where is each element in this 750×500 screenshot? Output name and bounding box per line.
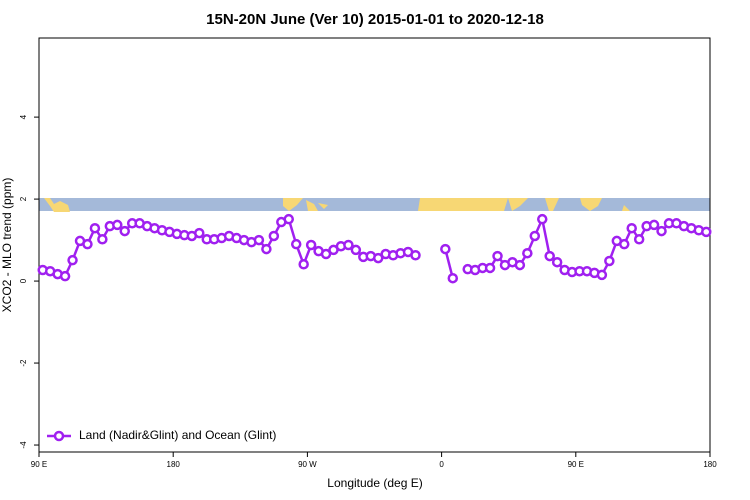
plot-layer: -4 -2 0 2 4 90 E 180 90 W 0 90 E 180 Land (Nadir&Gl… (19, 114, 717, 469)
point (298, 259, 309, 270)
point (343, 239, 354, 251)
point (59, 270, 71, 282)
x-tick-label: 180 (703, 460, 717, 469)
point (119, 225, 130, 237)
x-tick-label: 90 W (298, 460, 317, 469)
point (551, 256, 563, 268)
point (440, 243, 451, 255)
point (529, 230, 541, 242)
plot-frame (38, 37, 711, 453)
point (619, 238, 630, 250)
point (290, 238, 302, 250)
point (514, 259, 526, 271)
point (194, 227, 205, 239)
point (305, 239, 317, 251)
point (656, 225, 667, 237)
point (350, 244, 362, 256)
y-tick-label: -4 (19, 441, 28, 449)
y-tick-label: 2 (19, 196, 28, 201)
point (268, 230, 280, 242)
point (484, 262, 496, 274)
point (492, 250, 503, 262)
point (97, 234, 108, 245)
y-axis-label: XCO2 - MLO trend (ppm) (0, 178, 14, 313)
x-tick-label: 90 E (568, 460, 584, 469)
chart-title: 15N-20N June (Ver 10) 2015-01-01 to 2020… (206, 11, 544, 28)
point (626, 222, 637, 234)
point (283, 213, 295, 225)
point (410, 249, 421, 261)
point (67, 254, 78, 266)
x-axis-label: Longitude (deg E) (327, 476, 422, 490)
point (253, 234, 265, 246)
point (701, 226, 712, 238)
point (596, 269, 608, 281)
legend-marker (53, 430, 65, 442)
point (112, 219, 123, 231)
legend-label: Land (Nadir&Glint) and Ocean (Glint) (79, 428, 276, 442)
x-tick-label: 0 (439, 460, 444, 469)
x-tick-label: 180 (167, 460, 181, 469)
point (89, 222, 101, 234)
y-tick-label: -2 (19, 359, 28, 367)
point (522, 247, 533, 259)
point (604, 255, 615, 267)
point (320, 248, 332, 260)
x-tick-label: 90 E (31, 460, 47, 469)
point (633, 234, 645, 245)
point (544, 250, 555, 262)
y-tick-label: 0 (19, 278, 28, 283)
map-strip (39, 198, 710, 212)
y-tick-label: 4 (19, 114, 28, 119)
point (537, 213, 548, 225)
point (648, 219, 660, 231)
point (372, 252, 384, 264)
point (447, 272, 459, 284)
point (82, 238, 93, 250)
point (261, 243, 272, 255)
